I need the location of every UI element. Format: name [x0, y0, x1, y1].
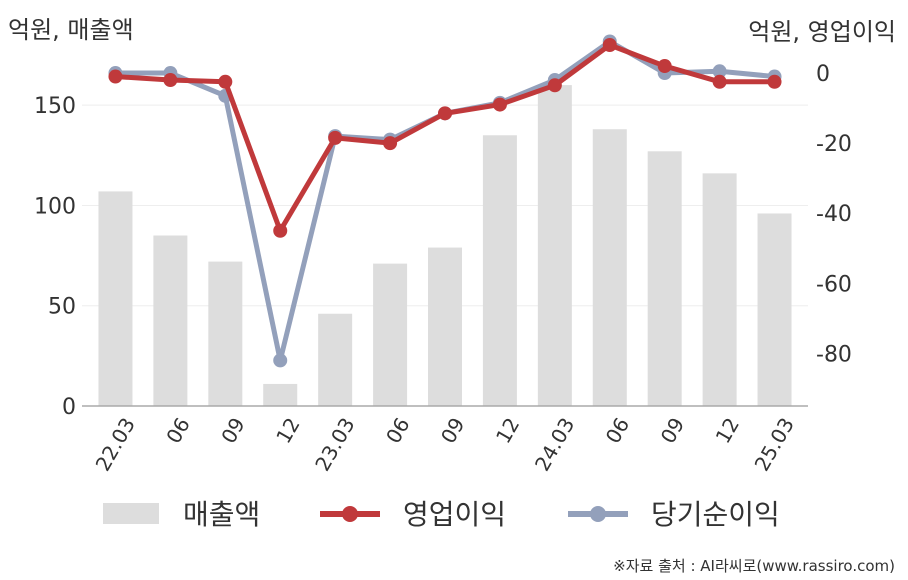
- point-net-income: [712, 64, 727, 79]
- legend-marker-net-income: [590, 506, 606, 522]
- x-tick-label: 06: [161, 414, 195, 448]
- point-operating-profit: [273, 223, 288, 238]
- bar-revenue: [318, 313, 353, 406]
- point-operating-profit: [108, 69, 123, 84]
- x-tick-label: 09: [656, 414, 690, 448]
- point-net-income: [273, 353, 288, 368]
- x-tick-label: 24.03: [530, 414, 579, 476]
- x-axis-ticks: 22.03 06 09 12 23.03 06 09 12 24.03 06 09 12 25.03: [90, 414, 798, 476]
- bar-revenue: [428, 247, 462, 406]
- left-tick-label: 0: [62, 395, 76, 420]
- bar-revenue: [373, 263, 408, 406]
- x-tick-label: 06: [381, 414, 415, 448]
- bar-revenue: [98, 191, 133, 406]
- line-series: [108, 34, 782, 368]
- point-operating-profit: [438, 106, 452, 121]
- x-tick-label: 09: [436, 414, 470, 448]
- left-tick-label: 50: [48, 295, 76, 320]
- legend-label-net-income: 당기순이익: [651, 498, 780, 531]
- right-tick-label: -80: [816, 342, 852, 367]
- legend-label-operating-profit: 영업이익: [403, 498, 506, 531]
- bar-revenue: [263, 383, 298, 406]
- point-operating-profit: [163, 73, 178, 88]
- point-operating-profit: [383, 136, 398, 151]
- source-note: ※자료 출처 : AI라씨로(www.rassiro.com): [613, 557, 895, 575]
- x-tick-label: 12: [711, 414, 745, 448]
- right-axis-ticks: 0 -20 -40 -60 -80: [816, 62, 852, 367]
- x-tick-label: 25.03: [750, 414, 799, 476]
- bar-revenue: [757, 213, 792, 406]
- left-axis-ticks: 0 50 100 150: [34, 94, 76, 420]
- right-tick-label: -60: [816, 272, 852, 297]
- left-tick-label: 100: [34, 194, 76, 219]
- x-tick-label: 09: [216, 414, 250, 448]
- bars-revenue: [98, 85, 792, 406]
- point-operating-profit: [767, 74, 782, 89]
- left-axis-unit: 억원, 매출액: [8, 16, 134, 44]
- x-tick-label: 22.03: [90, 414, 139, 476]
- right-tick-label: -20: [816, 132, 852, 157]
- point-operating-profit: [712, 74, 727, 89]
- bar-revenue: [208, 261, 243, 406]
- right-tick-label: 0: [816, 62, 830, 87]
- point-operating-profit: [218, 74, 233, 89]
- bar-revenue: [482, 135, 517, 406]
- right-axis-unit: 억원, 영업이익: [748, 18, 896, 46]
- legend-swatch-revenue: [103, 503, 159, 524]
- bar-revenue: [647, 151, 682, 406]
- x-tick-label: 12: [271, 414, 305, 448]
- point-operating-profit: [547, 78, 562, 93]
- bar-revenue: [153, 235, 188, 406]
- point-operating-profit: [657, 59, 672, 74]
- legend-marker-operating-profit: [342, 506, 358, 522]
- bar-revenue: [592, 129, 627, 406]
- point-operating-profit: [328, 130, 343, 145]
- point-operating-profit: [602, 38, 617, 52]
- legend-label-revenue: 매출액: [183, 498, 260, 531]
- right-tick-label: -40: [816, 202, 852, 227]
- bar-revenue: [537, 85, 572, 406]
- x-tick-label: 12: [491, 414, 525, 448]
- bar-revenue: [702, 173, 737, 406]
- left-tick-label: 150: [34, 94, 76, 119]
- point-operating-profit: [492, 97, 507, 112]
- x-tick-label: 23.03: [310, 414, 359, 476]
- x-tick-label: 06: [601, 414, 635, 448]
- legend: 매출액 영업이익 당기순이익: [103, 498, 780, 531]
